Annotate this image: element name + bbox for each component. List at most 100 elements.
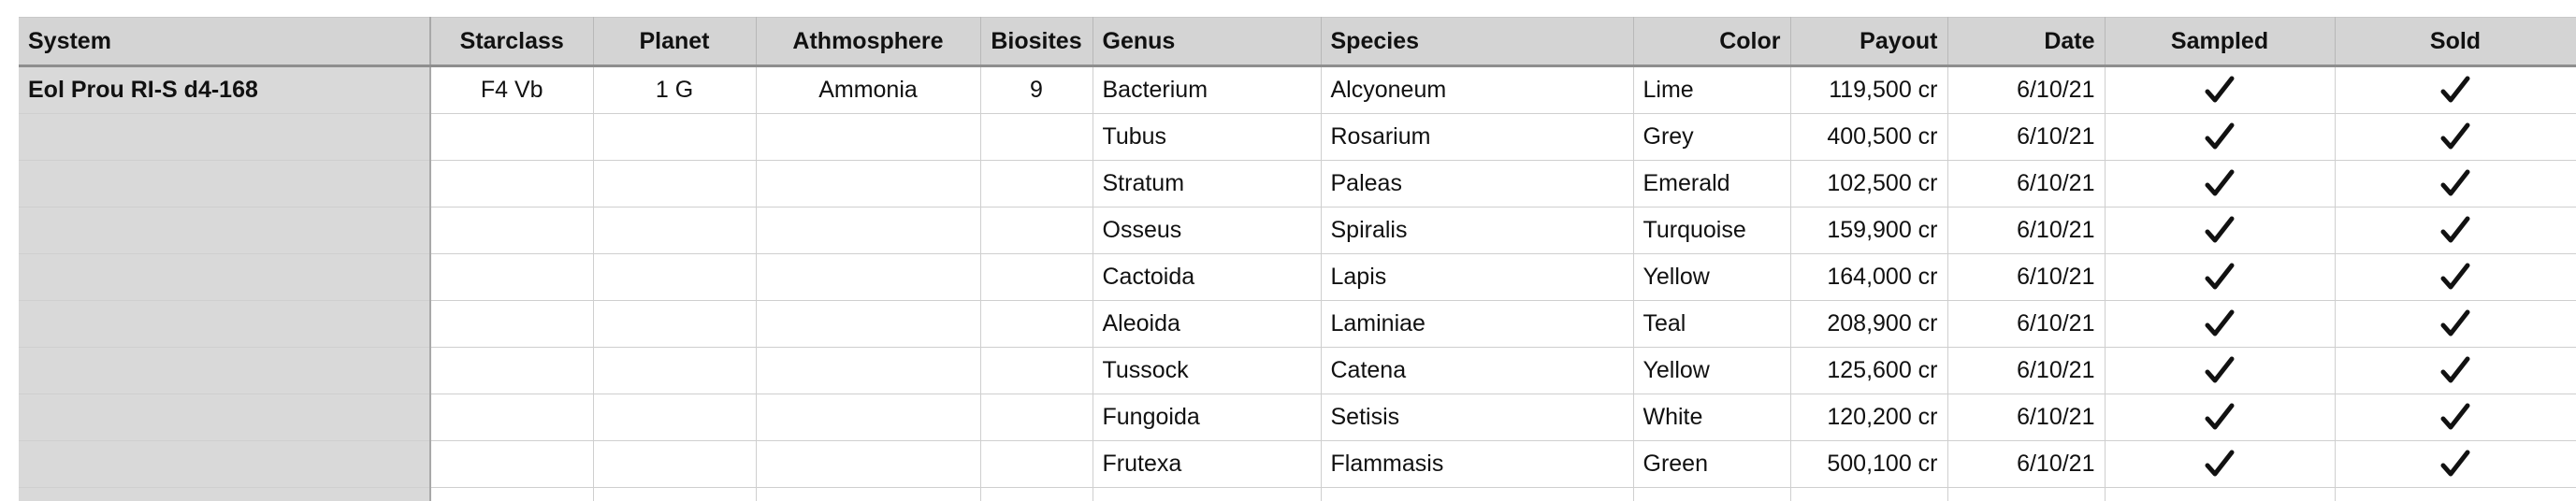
cell-starclass[interactable] (430, 160, 594, 208)
cell-atmosphere[interactable] (756, 394, 981, 441)
cell-empty[interactable] (1947, 487, 2106, 501)
cell-starclass[interactable] (430, 300, 594, 348)
cell-biosites[interactable] (980, 394, 1093, 441)
cell-planet[interactable] (593, 440, 757, 488)
cell-planet[interactable] (593, 253, 757, 301)
cell-system[interactable] (19, 113, 431, 161)
cell-species[interactable]: Alcyoneum (1321, 65, 1634, 114)
cell-empty[interactable] (756, 487, 981, 501)
cell-empty[interactable] (19, 487, 431, 501)
cell-atmosphere[interactable] (756, 300, 981, 348)
cell-payout[interactable]: 400,500 cr (1790, 113, 1948, 161)
cell-system[interactable] (19, 253, 431, 301)
cell-sampled[interactable] (2105, 113, 2336, 161)
cell-atmosphere[interactable] (756, 440, 981, 488)
cell-biosites[interactable] (980, 113, 1093, 161)
cell-genus[interactable]: Cactoida (1093, 253, 1322, 301)
cell-starclass[interactable] (430, 253, 594, 301)
cell-species[interactable]: Rosarium (1321, 113, 1634, 161)
cell-system[interactable] (19, 394, 431, 441)
cell-payout[interactable]: 500,100 cr (1790, 440, 1948, 488)
cell-date[interactable]: 6/10/21 (1947, 347, 2106, 394)
cell-sampled[interactable] (2105, 207, 2336, 254)
cell-color[interactable]: Teal (1633, 300, 1791, 348)
cell-payout[interactable]: 164,000 cr (1790, 253, 1948, 301)
cell-sampled[interactable] (2105, 440, 2336, 488)
cell-system[interactable]: Eol Prou RI-S d4-168 (19, 65, 431, 114)
cell-sold[interactable] (2335, 113, 2576, 161)
cell-starclass[interactable] (430, 440, 594, 488)
cell-species[interactable]: Flammasis (1321, 440, 1634, 488)
cell-atmosphere[interactable] (756, 160, 981, 208)
cell-date[interactable]: 6/10/21 (1947, 207, 2106, 254)
cell-starclass[interactable] (430, 207, 594, 254)
header-color[interactable]: Color (1633, 17, 1791, 67)
header-biosites[interactable]: Biosites (980, 17, 1093, 67)
cell-biosites[interactable] (980, 160, 1093, 208)
cell-empty[interactable] (1321, 487, 1634, 501)
header-sold[interactable]: Sold (2335, 17, 2576, 67)
cell-empty[interactable] (1093, 487, 1322, 501)
cell-atmosphere[interactable]: Ammonia (756, 65, 981, 114)
cell-empty[interactable] (430, 487, 594, 501)
cell-sold[interactable] (2335, 65, 2576, 114)
cell-species[interactable]: Catena (1321, 347, 1634, 394)
cell-genus[interactable]: Tubus (1093, 113, 1322, 161)
cell-system[interactable] (19, 160, 431, 208)
cell-date[interactable]: 6/10/21 (1947, 394, 2106, 441)
cell-biosites[interactable] (980, 440, 1093, 488)
cell-biosites[interactable] (980, 207, 1093, 254)
cell-biosites[interactable] (980, 300, 1093, 348)
cell-species[interactable]: Laminiae (1321, 300, 1634, 348)
cell-color[interactable]: Emerald (1633, 160, 1791, 208)
cell-date[interactable]: 6/10/21 (1947, 440, 2106, 488)
header-starclass[interactable]: Starclass (430, 17, 594, 67)
cell-payout[interactable]: 102,500 cr (1790, 160, 1948, 208)
cell-system[interactable] (19, 207, 431, 254)
cell-color[interactable]: Turquoise (1633, 207, 1791, 254)
cell-sold[interactable] (2335, 440, 2576, 488)
cell-atmosphere[interactable] (756, 207, 981, 254)
cell-color[interactable]: Lime (1633, 65, 1791, 114)
cell-date[interactable]: 6/10/21 (1947, 253, 2106, 301)
cell-genus[interactable]: Frutexa (1093, 440, 1322, 488)
cell-empty[interactable] (2105, 487, 2336, 501)
cell-empty[interactable] (593, 487, 757, 501)
cell-planet[interactable] (593, 160, 757, 208)
cell-starclass[interactable] (430, 394, 594, 441)
cell-empty[interactable] (1790, 487, 1948, 501)
cell-date[interactable]: 6/10/21 (1947, 300, 2106, 348)
cell-color[interactable]: Green (1633, 440, 1791, 488)
cell-color[interactable]: Yellow (1633, 347, 1791, 394)
cell-atmosphere[interactable] (756, 347, 981, 394)
cell-sampled[interactable] (2105, 394, 2336, 441)
cell-biosites[interactable]: 9 (980, 65, 1093, 114)
cell-planet[interactable] (593, 207, 757, 254)
cell-empty[interactable] (980, 487, 1093, 501)
cell-sampled[interactable] (2105, 347, 2336, 394)
cell-sampled[interactable] (2105, 65, 2336, 114)
header-atmosphere[interactable]: Athmosphere (756, 17, 981, 67)
header-genus[interactable]: Genus (1093, 17, 1322, 67)
cell-sold[interactable] (2335, 347, 2576, 394)
cell-sampled[interactable] (2105, 253, 2336, 301)
cell-species[interactable]: Spiralis (1321, 207, 1634, 254)
cell-genus[interactable]: Osseus (1093, 207, 1322, 254)
cell-atmosphere[interactable] (756, 253, 981, 301)
cell-planet[interactable]: 1 G (593, 65, 757, 114)
cell-planet[interactable] (593, 347, 757, 394)
cell-genus[interactable]: Fungoida (1093, 394, 1322, 441)
cell-sampled[interactable] (2105, 160, 2336, 208)
header-system[interactable]: System (19, 17, 431, 67)
cell-starclass[interactable]: F4 Vb (430, 65, 594, 114)
cell-sold[interactable] (2335, 207, 2576, 254)
header-date[interactable]: Date (1947, 17, 2106, 67)
cell-atmosphere[interactable] (756, 113, 981, 161)
cell-system[interactable] (19, 440, 431, 488)
cell-sold[interactable] (2335, 394, 2576, 441)
header-sampled[interactable]: Sampled (2105, 17, 2336, 67)
cell-genus[interactable]: Aleoida (1093, 300, 1322, 348)
cell-sold[interactable] (2335, 160, 2576, 208)
cell-payout[interactable]: 119,500 cr (1790, 65, 1948, 114)
cell-starclass[interactable] (430, 347, 594, 394)
